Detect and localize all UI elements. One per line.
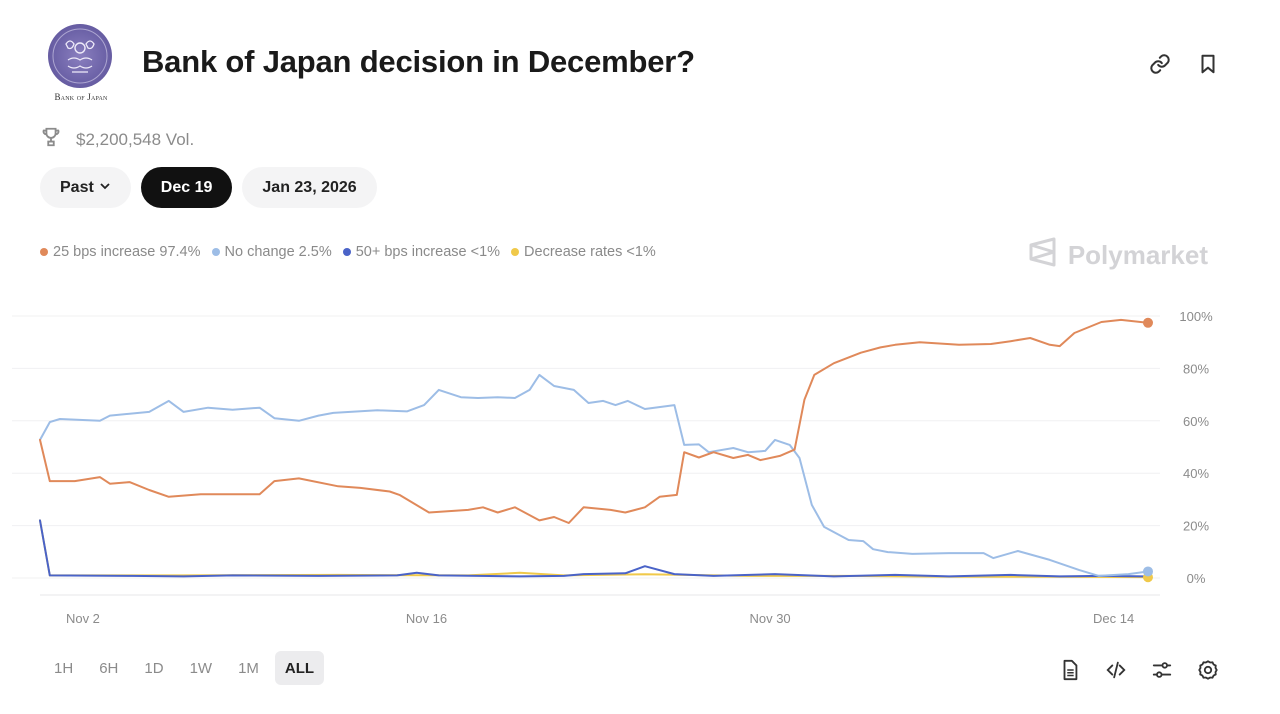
range-all[interactable]: ALL [274, 651, 325, 685]
sliders-icon[interactable] [1150, 656, 1174, 684]
page-title: Bank of Japan decision in December? [142, 44, 695, 79]
past-dropdown-button[interactable]: Past [40, 167, 131, 208]
legend-label: Decrease rates <1% [524, 244, 656, 260]
chevron-down-icon [99, 179, 111, 197]
range-1d[interactable]: 1D [144, 659, 164, 677]
range-1m[interactable]: 1M [238, 659, 259, 677]
series-line-25-bps-increase [39, 318, 1149, 524]
y-tick-label: 100% [1179, 309, 1213, 324]
series-line-no-change [39, 373, 1149, 577]
date-selector: Past Dec 19 Jan 23, 2026 [40, 167, 377, 208]
link-icon[interactable] [1148, 50, 1172, 78]
range-1h[interactable]: 1H [54, 659, 74, 677]
trophy-icon [40, 126, 62, 153]
range-6h[interactable]: 6H [99, 659, 119, 677]
legend-item-50bps: 50+ bps increase <1% [342, 244, 501, 260]
legend-dot [511, 248, 520, 256]
x-tick-label: Dec 14 [1093, 611, 1134, 626]
bookmark-icon[interactable] [1196, 50, 1220, 78]
chart-legend: 25 bps increase 97.4% No change 2.5% 50+… [40, 244, 656, 260]
polymarket-watermark: Polymarket [1028, 236, 1208, 275]
x-tick-label: Nov 30 [749, 611, 790, 626]
legend-label: 25 bps increase 97.4% [53, 244, 201, 260]
legend-item-25bps: 25 bps increase 97.4% [40, 244, 201, 260]
date-pill-dec-19[interactable]: Dec 19 [140, 167, 233, 208]
series-line-50-bps-increase [39, 519, 1149, 578]
legend-dot [40, 248, 48, 256]
legend-label: 50+ bps increase <1% [355, 244, 501, 260]
x-tick-label: Nov 2 [66, 611, 100, 626]
y-tick-label: 60% [1183, 414, 1209, 429]
bank-of-japan-logo: Bank of Japan [40, 24, 130, 108]
legend-dot [211, 248, 220, 256]
settings-gear-icon[interactable] [1196, 656, 1220, 684]
y-tick-label: 80% [1183, 361, 1209, 376]
polymarket-logo-icon [1028, 236, 1058, 275]
document-icon[interactable] [1058, 656, 1082, 684]
y-tick-label: 40% [1183, 466, 1209, 481]
bank-of-japan-seal-icon [48, 24, 112, 88]
date-pill-jan-23-2026[interactable]: Jan 23, 2026 [242, 167, 377, 208]
logo-caption: Bank of Japan [54, 92, 108, 102]
y-tick-label: 20% [1183, 519, 1209, 534]
legend-item-no-change: No change 2.5% [211, 244, 332, 260]
legend-label: No change 2.5% [224, 244, 332, 260]
header-actions [1148, 50, 1220, 78]
chart-tools [1058, 656, 1220, 684]
code-icon[interactable] [1104, 656, 1128, 684]
probability-chart: 0% 20% 40% 60% 80% 100% Nov 2 Nov 16 Nov 30 Dec 1… [12, 309, 1213, 626]
legend-item-decrease: Decrease rates <1% [511, 244, 656, 260]
range-1w[interactable]: 1W [189, 659, 213, 677]
past-label: Past [60, 178, 94, 196]
legend-dot [342, 248, 351, 256]
series-end-marker [1143, 566, 1153, 577]
time-range-selector: 1H 6H 1D 1W 1M ALL [44, 651, 325, 685]
series-line-decrease-rates [39, 519, 1149, 579]
watermark-text: Polymarket [1067, 240, 1208, 270]
x-tick-label: Nov 16 [406, 611, 447, 626]
series-end-marker [1143, 317, 1153, 328]
y-tick-label: 0% [1187, 571, 1206, 586]
volume-text: $2,200,548 Vol. [76, 129, 195, 149]
volume-info: $2,200,548 Vol. [40, 126, 194, 153]
